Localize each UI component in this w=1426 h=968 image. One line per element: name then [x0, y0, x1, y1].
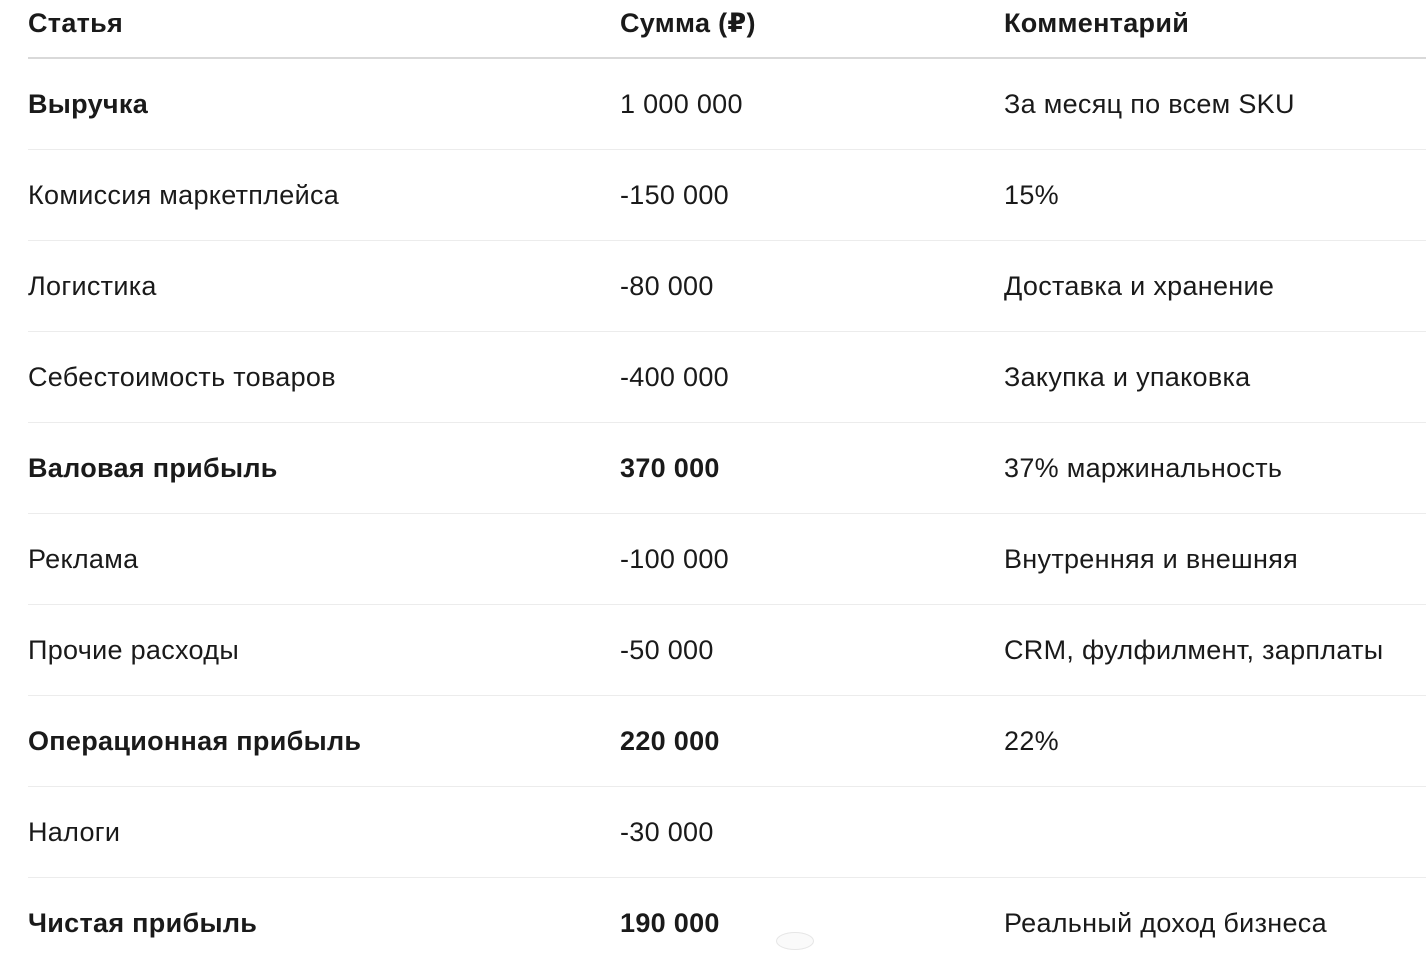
header-amount: Сумма (₽): [620, 0, 1004, 58]
row-item: Реклама: [28, 514, 620, 605]
row-item: Прочие расходы: [28, 605, 620, 696]
table-body: Выручка 1 000 000 За месяц по всем SKU К…: [28, 58, 1426, 968]
scroll-down-indicator[interactable]: [776, 932, 814, 950]
row-comment: Внутренняя и внешняя: [1004, 514, 1426, 605]
table-header: Статья Сумма (₽) Комментарий: [28, 0, 1426, 58]
pnl-table: Статья Сумма (₽) Комментарий Выручка 1 0…: [28, 0, 1426, 968]
table-row: Налоги -30 000: [28, 787, 1426, 878]
row-comment: Реальный доход бизнеса: [1004, 878, 1426, 968]
header-item: Статья: [28, 0, 620, 58]
table-row: Выручка 1 000 000 За месяц по всем SKU: [28, 58, 1426, 150]
table-row: Реклама -100 000 Внутренняя и внешняя: [28, 514, 1426, 605]
row-comment: Закупка и упаковка: [1004, 332, 1426, 423]
row-item: Себестоимость товаров: [28, 332, 620, 423]
table-row: Прочие расходы -50 000 CRM, фулфилмент, …: [28, 605, 1426, 696]
header-comment: Комментарий: [1004, 0, 1426, 58]
header-row: Статья Сумма (₽) Комментарий: [28, 0, 1426, 58]
row-item: Валовая прибыль: [28, 423, 620, 514]
row-comment: За месяц по всем SKU: [1004, 58, 1426, 150]
table-row: Себестоимость товаров -400 000 Закупка и…: [28, 332, 1426, 423]
row-comment: CRM, фулфилмент, зарплаты: [1004, 605, 1426, 696]
row-item: Комиссия маркетплейса: [28, 150, 620, 241]
row-amount: -150 000: [620, 150, 1004, 241]
row-amount: 370 000: [620, 423, 1004, 514]
table-row-subtotal: Операционная прибыль 220 000 22%: [28, 696, 1426, 787]
row-amount: 220 000: [620, 696, 1004, 787]
row-comment: [1004, 787, 1426, 878]
row-item: Чистая прибыль: [28, 878, 620, 968]
table-row-subtotal: Валовая прибыль 370 000 37% маржинальнос…: [28, 423, 1426, 514]
pnl-table-container: Статья Сумма (₽) Комментарий Выручка 1 0…: [28, 0, 1426, 968]
row-amount: -50 000: [620, 605, 1004, 696]
row-amount: -400 000: [620, 332, 1004, 423]
table-row-total: Чистая прибыль 190 000 Реальный доход би…: [28, 878, 1426, 968]
row-comment: 22%: [1004, 696, 1426, 787]
row-amount: -80 000: [620, 241, 1004, 332]
table-row: Комиссия маркетплейса -150 000 15%: [28, 150, 1426, 241]
row-comment: 37% маржинальность: [1004, 423, 1426, 514]
row-amount: -100 000: [620, 514, 1004, 605]
row-item: Логистика: [28, 241, 620, 332]
table-row: Логистика -80 000 Доставка и хранение: [28, 241, 1426, 332]
row-comment: Доставка и хранение: [1004, 241, 1426, 332]
row-amount: 1 000 000: [620, 58, 1004, 150]
row-comment: 15%: [1004, 150, 1426, 241]
row-item: Выручка: [28, 58, 620, 150]
row-amount: -30 000: [620, 787, 1004, 878]
row-item: Операционная прибыль: [28, 696, 620, 787]
row-item: Налоги: [28, 787, 620, 878]
row-amount: 190 000: [620, 878, 1004, 968]
